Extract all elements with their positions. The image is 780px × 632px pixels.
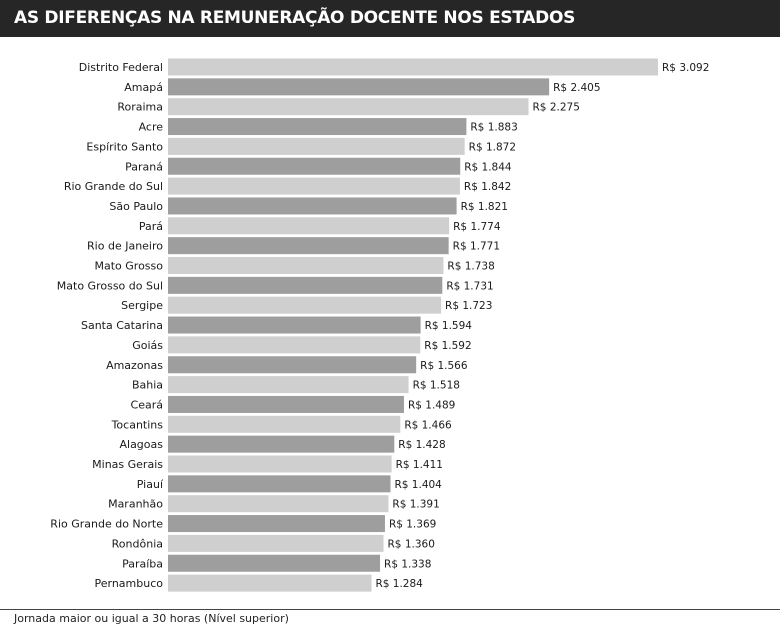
bar-bahia <box>168 376 409 394</box>
value-label-roraima: R$ 2.275 <box>533 102 580 114</box>
category-label-santa-catarina: Santa Catarina <box>81 319 163 332</box>
category-label-paraiba: Paraíba <box>122 557 163 570</box>
bar-amazonas <box>168 356 417 374</box>
category-label-amapa: Amapá <box>124 81 163 94</box>
category-label-sao-paulo: São Paulo <box>109 200 163 213</box>
value-label-amazonas: R$ 1.566 <box>420 360 468 372</box>
category-label-mato-grosso: Mato Grosso <box>95 260 164 273</box>
title-bar: AS DIFERENÇAS NA REMUNERAÇÃO DOCENTE NOS… <box>0 0 780 37</box>
value-label-mato-grosso: R$ 1.738 <box>447 261 494 273</box>
category-label-para: Pará <box>139 220 163 233</box>
bar-piaui <box>168 475 391 493</box>
bar-tocantins <box>168 415 401 433</box>
category-label-bahia: Bahia <box>132 379 163 392</box>
bar-rio-grande-do-sul <box>168 177 460 195</box>
value-label-sao-paulo: R$ 1.821 <box>461 201 508 213</box>
value-label-pernambuco: R$ 1.284 <box>375 578 423 590</box>
category-label-amazonas: Amazonas <box>106 359 163 372</box>
value-label-amapa: R$ 2.405 <box>553 82 600 94</box>
category-label-pernambuco: Pernambuco <box>95 577 164 590</box>
bar-pernambuco <box>168 574 372 592</box>
value-label-piaui: R$ 1.404 <box>394 479 442 491</box>
bar-mato-grosso-do-sul <box>168 276 443 294</box>
category-label-sergipe: Sergipe <box>121 299 163 312</box>
bar-minas-gerais <box>168 455 392 473</box>
bar-para <box>168 217 450 235</box>
footer-note: Jornada maior ou igual a 30 horas (Nível… <box>14 612 289 625</box>
value-label-alagoas: R$ 1.428 <box>398 439 445 451</box>
category-label-goias: Goiás <box>132 339 163 352</box>
value-label-rondonia: R$ 1.360 <box>388 538 435 550</box>
category-label-piaui: Piauí <box>137 478 164 491</box>
category-label-rondonia: Rondônia <box>112 537 163 550</box>
category-label-parana: Paraná <box>125 160 163 173</box>
category-label-rio-grande-do-sul: Rio Grande do Sul <box>64 180 163 193</box>
value-label-rio-de-janeiro: R$ 1.771 <box>453 241 500 253</box>
category-label-distrito-federal: Distrito Federal <box>79 61 163 74</box>
bar-sao-paulo <box>168 197 457 215</box>
bar-amapa <box>168 78 550 96</box>
bar-sergipe <box>168 296 442 314</box>
category-label-alagoas: Alagoas <box>119 438 163 451</box>
value-label-para: R$ 1.774 <box>453 221 501 233</box>
value-label-bahia: R$ 1.518 <box>413 380 460 392</box>
value-label-tocantins: R$ 1.466 <box>404 419 452 431</box>
category-label-mato-grosso-do-sul: Mato Grosso do Sul <box>57 279 163 292</box>
value-label-maranhao: R$ 1.391 <box>392 499 439 511</box>
bar-chart: Distrito Federal R$ 3.092 Amapá R$ 2.405 Ror… <box>50 58 709 592</box>
category-label-roraima: Roraima <box>117 101 163 114</box>
category-label-minas-gerais: Minas Gerais <box>92 458 163 471</box>
value-label-goias: R$ 1.592 <box>424 340 471 352</box>
bar-roraima <box>168 98 529 116</box>
category-label-rio-de-janeiro: Rio de Janeiro <box>87 240 163 253</box>
value-label-acre: R$ 1.883 <box>470 122 517 134</box>
bar-paraiba <box>168 554 381 572</box>
value-label-rio-grande-do-norte: R$ 1.369 <box>389 519 436 531</box>
category-label-tocantins: Tocantins <box>111 418 164 431</box>
bar-rio-de-janeiro <box>168 237 449 255</box>
value-label-minas-gerais: R$ 1.411 <box>396 459 443 471</box>
bar-santa-catarina <box>168 316 421 334</box>
bar-espirito-santo <box>168 137 465 155</box>
value-label-mato-grosso-do-sul: R$ 1.731 <box>446 280 493 292</box>
category-label-maranhao: Maranhão <box>108 498 163 511</box>
bar-goias <box>168 336 421 354</box>
value-label-distrito-federal: R$ 3.092 <box>662 62 709 74</box>
category-label-espirito-santo: Espírito Santo <box>86 140 163 153</box>
bar-mato-grosso <box>168 257 444 274</box>
value-label-santa-catarina: R$ 1.594 <box>425 320 473 332</box>
value-label-espirito-santo: R$ 1.872 <box>469 141 516 153</box>
bar-rondonia <box>168 534 384 552</box>
footer-divider <box>0 609 780 610</box>
bar-parana <box>168 157 461 175</box>
bar-alagoas <box>168 435 395 453</box>
bar-maranhao <box>168 495 389 513</box>
category-label-rio-grande-do-norte: Rio Grande do Norte <box>50 518 163 531</box>
category-label-ceara: Ceará <box>131 398 163 411</box>
value-label-ceara: R$ 1.489 <box>408 399 455 411</box>
value-label-sergipe: R$ 1.723 <box>445 300 492 312</box>
category-label-acre: Acre <box>139 121 164 134</box>
value-label-rio-grande-do-sul: R$ 1.842 <box>464 181 511 193</box>
chart-title: AS DIFERENÇAS NA REMUNERAÇÃO DOCENTE NOS… <box>14 8 576 28</box>
bar-ceara <box>168 395 404 413</box>
bar-rio-grande-do-norte <box>168 515 385 533</box>
bar-distrito-federal <box>168 58 658 76</box>
bar-acre <box>168 118 467 136</box>
value-label-parana: R$ 1.844 <box>464 161 512 173</box>
value-label-paraiba: R$ 1.338 <box>384 558 431 570</box>
